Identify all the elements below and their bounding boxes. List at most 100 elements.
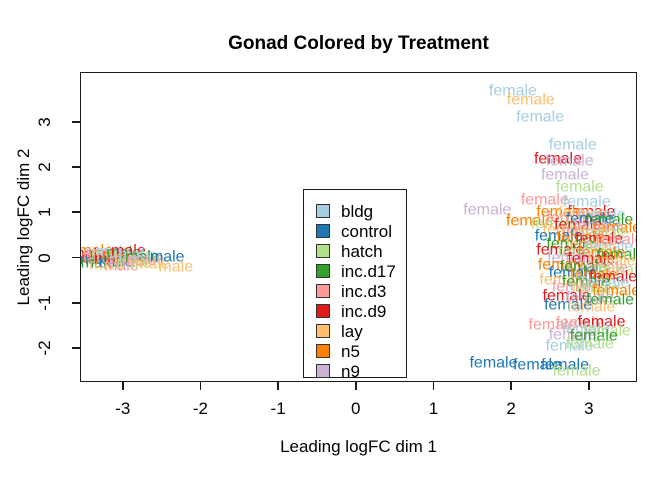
data-point-label: female (545, 152, 594, 170)
data-point-label: female (569, 327, 618, 345)
data-point-label: male (89, 256, 124, 274)
legend-label: inc.d3 (341, 281, 387, 301)
data-point-label: female (556, 229, 605, 247)
data-point-label: female (488, 82, 537, 100)
legend-label: lay (341, 321, 363, 341)
data-point-label: female (533, 150, 582, 168)
data-point-label: female (577, 313, 626, 331)
legend-item: n9 (316, 361, 406, 381)
legend-label: n9 (341, 361, 360, 381)
legend-label: inc.d17 (341, 261, 396, 281)
legend-item: bldg (316, 201, 406, 221)
data-point-label: female (577, 206, 626, 224)
data-point-label: male (108, 251, 144, 269)
data-point-label: female (561, 273, 610, 291)
y-tick-label: 3 (35, 117, 54, 127)
data-point-label: female (463, 201, 512, 219)
data-point-label: female (569, 266, 618, 284)
data-point-label: female (520, 191, 569, 209)
data-point-label: male (90, 246, 126, 264)
y-tick-label: 2 (35, 162, 54, 172)
data-point-label: female (561, 320, 610, 338)
data-point-label: female (548, 136, 597, 154)
data-point-label: female (585, 212, 634, 230)
legend-swatch (316, 264, 330, 278)
data-point-label: male (81, 250, 104, 268)
data-point-label: female (528, 316, 577, 334)
data-point-label: female (558, 204, 607, 222)
data-point-label: female (551, 279, 600, 297)
data-point-label: female (595, 232, 636, 250)
data-point-label: male (149, 248, 185, 266)
data-point-label: female (555, 178, 604, 196)
data-point-label: female (572, 280, 621, 298)
data-point-label: female (573, 217, 622, 235)
legend-label: inc.d9 (341, 301, 387, 321)
data-point-label: male (93, 251, 129, 269)
data-point-label: female (544, 296, 593, 314)
data-point-label: female (582, 322, 631, 340)
data-point-label: female (565, 237, 614, 255)
data-point-label: female (537, 256, 586, 274)
data-points-layer: malemalemalemalemalemalemalemalemalemale… (81, 73, 636, 381)
data-point-label: female (559, 258, 608, 276)
legend-swatch (316, 324, 330, 338)
data-point-label: female (546, 235, 595, 253)
data-point-label: female (593, 219, 636, 237)
data-point-label: female (547, 249, 596, 267)
data-point-label: male (96, 243, 131, 261)
x-tick-mark (510, 382, 512, 390)
data-point-label: female (536, 203, 585, 221)
data-point-label: female (577, 244, 626, 262)
data-point-label: female (567, 298, 616, 316)
legend-item: inc.d17 (316, 261, 406, 281)
data-point-label: male (81, 242, 114, 260)
legend-item: inc.d9 (316, 301, 406, 321)
legend: bldg control hatch inc.d17 inc.d3 inc.d9 lay n5… (303, 189, 407, 381)
x-tick-label: 3 (584, 399, 594, 418)
data-point-label: female (542, 222, 591, 240)
data-point-label: female (516, 108, 565, 126)
data-point-label: female (567, 203, 616, 221)
x-axis-label: Leading logFC dim 1 (280, 437, 437, 456)
y-axis-label: Leading logFC dim 2 (14, 148, 33, 306)
y-tick-mark (72, 211, 80, 214)
data-point-label: male (158, 258, 194, 276)
x-tick-label: -2 (192, 399, 208, 418)
data-point-label: female (587, 252, 636, 270)
data-point-label: female (540, 166, 589, 184)
data-point-label: female (540, 356, 589, 374)
y-tick-mark (72, 166, 80, 168)
data-point-label: female (558, 243, 607, 261)
data-point-label: female (589, 268, 636, 286)
data-point-label: male (86, 244, 121, 262)
data-point-label: male (116, 255, 152, 273)
data-point-label: male (81, 254, 116, 272)
data-point-label: female (581, 224, 630, 242)
data-point-label: female (506, 212, 555, 230)
data-point-label: female (530, 215, 579, 233)
legend-swatch (316, 364, 330, 378)
plot-area: malemalemalemalemalemalemalemalemalemale… (80, 72, 637, 382)
data-point-label: female (552, 362, 601, 380)
y-tick-mark (72, 347, 80, 349)
data-point-label: female (596, 246, 636, 264)
data-point-label: female (561, 223, 610, 241)
x-tick-mark (354, 382, 357, 390)
x-tick-mark (277, 382, 279, 390)
data-point-label: male (106, 245, 142, 263)
data-point-label: female (562, 193, 611, 211)
y-tick-label: -1 (35, 295, 54, 311)
data-point-label: female (555, 314, 604, 332)
data-point-label: female (548, 265, 597, 283)
data-point-label: male (83, 248, 118, 266)
data-point-label: male (118, 246, 154, 264)
x-tick-label: -1 (270, 399, 286, 418)
data-point-label: male (129, 251, 165, 269)
legend-label: hatch (341, 241, 383, 261)
x-tick-label: 2 (506, 399, 516, 418)
data-point-label: female (581, 275, 630, 293)
data-point-label: female (548, 327, 597, 345)
data-point-label: male (121, 252, 157, 270)
data-point-label: female (585, 238, 634, 256)
